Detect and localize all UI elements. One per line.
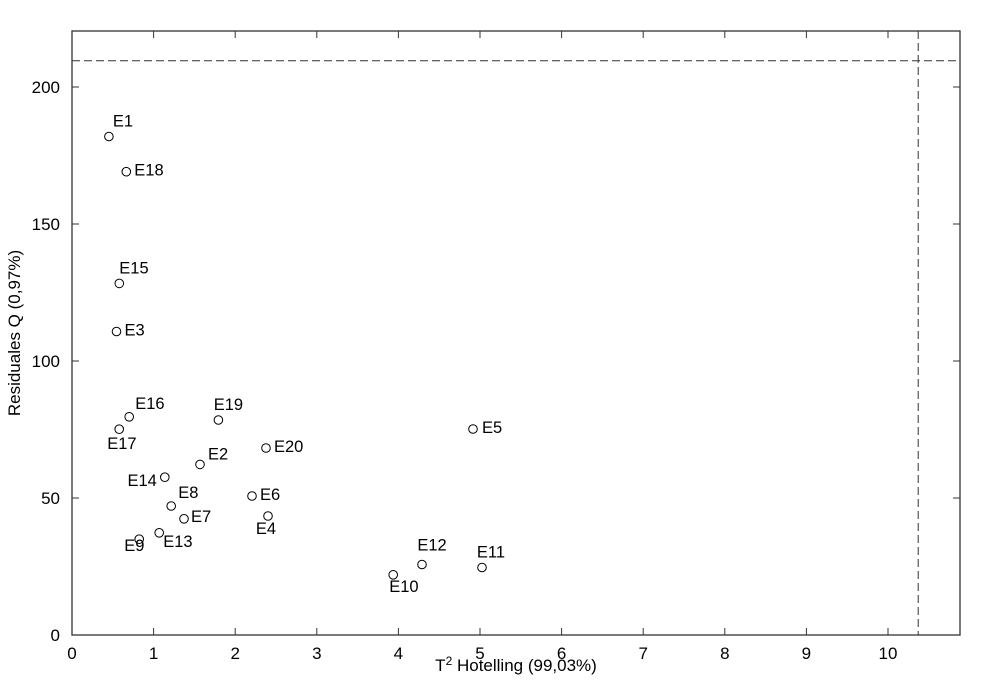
svg-text:1: 1 bbox=[149, 644, 158, 663]
svg-text:E2: E2 bbox=[208, 445, 228, 463]
svg-text:200: 200 bbox=[32, 78, 60, 97]
svg-text:100: 100 bbox=[32, 352, 60, 371]
svg-text:E7: E7 bbox=[191, 508, 211, 526]
svg-text:E19: E19 bbox=[214, 396, 243, 414]
svg-text:150: 150 bbox=[32, 215, 60, 234]
svg-text:3: 3 bbox=[312, 644, 321, 663]
svg-text:4: 4 bbox=[394, 644, 403, 663]
svg-text:E12: E12 bbox=[417, 537, 446, 555]
svg-text:E20: E20 bbox=[274, 438, 303, 456]
svg-text:7: 7 bbox=[638, 644, 647, 663]
svg-text:0: 0 bbox=[51, 626, 60, 645]
svg-text:E17: E17 bbox=[107, 435, 136, 453]
svg-text:8: 8 bbox=[720, 644, 729, 663]
svg-text:E15: E15 bbox=[119, 259, 148, 277]
svg-text:E18: E18 bbox=[134, 162, 163, 180]
svg-text:2: 2 bbox=[230, 644, 239, 663]
svg-text:E6: E6 bbox=[260, 486, 280, 504]
svg-text:10: 10 bbox=[879, 644, 898, 663]
svg-text:9: 9 bbox=[802, 644, 811, 663]
svg-text:0: 0 bbox=[67, 644, 76, 663]
svg-text:E4: E4 bbox=[256, 520, 276, 538]
svg-text:E3: E3 bbox=[125, 322, 145, 340]
svg-text:E1: E1 bbox=[113, 113, 133, 131]
svg-text:E10: E10 bbox=[389, 578, 418, 596]
svg-text:E13: E13 bbox=[163, 533, 192, 551]
svg-text:50: 50 bbox=[41, 489, 60, 508]
svg-text:E14: E14 bbox=[127, 472, 156, 490]
svg-text:E9: E9 bbox=[124, 537, 144, 555]
svg-text:Residuales Q (0,97%): Residuales Q (0,97%) bbox=[5, 250, 24, 416]
svg-text:E16: E16 bbox=[135, 395, 164, 413]
svg-text:E5: E5 bbox=[482, 419, 502, 437]
svg-text:E8: E8 bbox=[178, 484, 198, 502]
svg-text:T2 Hotelling (99,03%): T2 Hotelling (99,03%) bbox=[435, 654, 597, 675]
svg-text:E11: E11 bbox=[477, 544, 505, 562]
